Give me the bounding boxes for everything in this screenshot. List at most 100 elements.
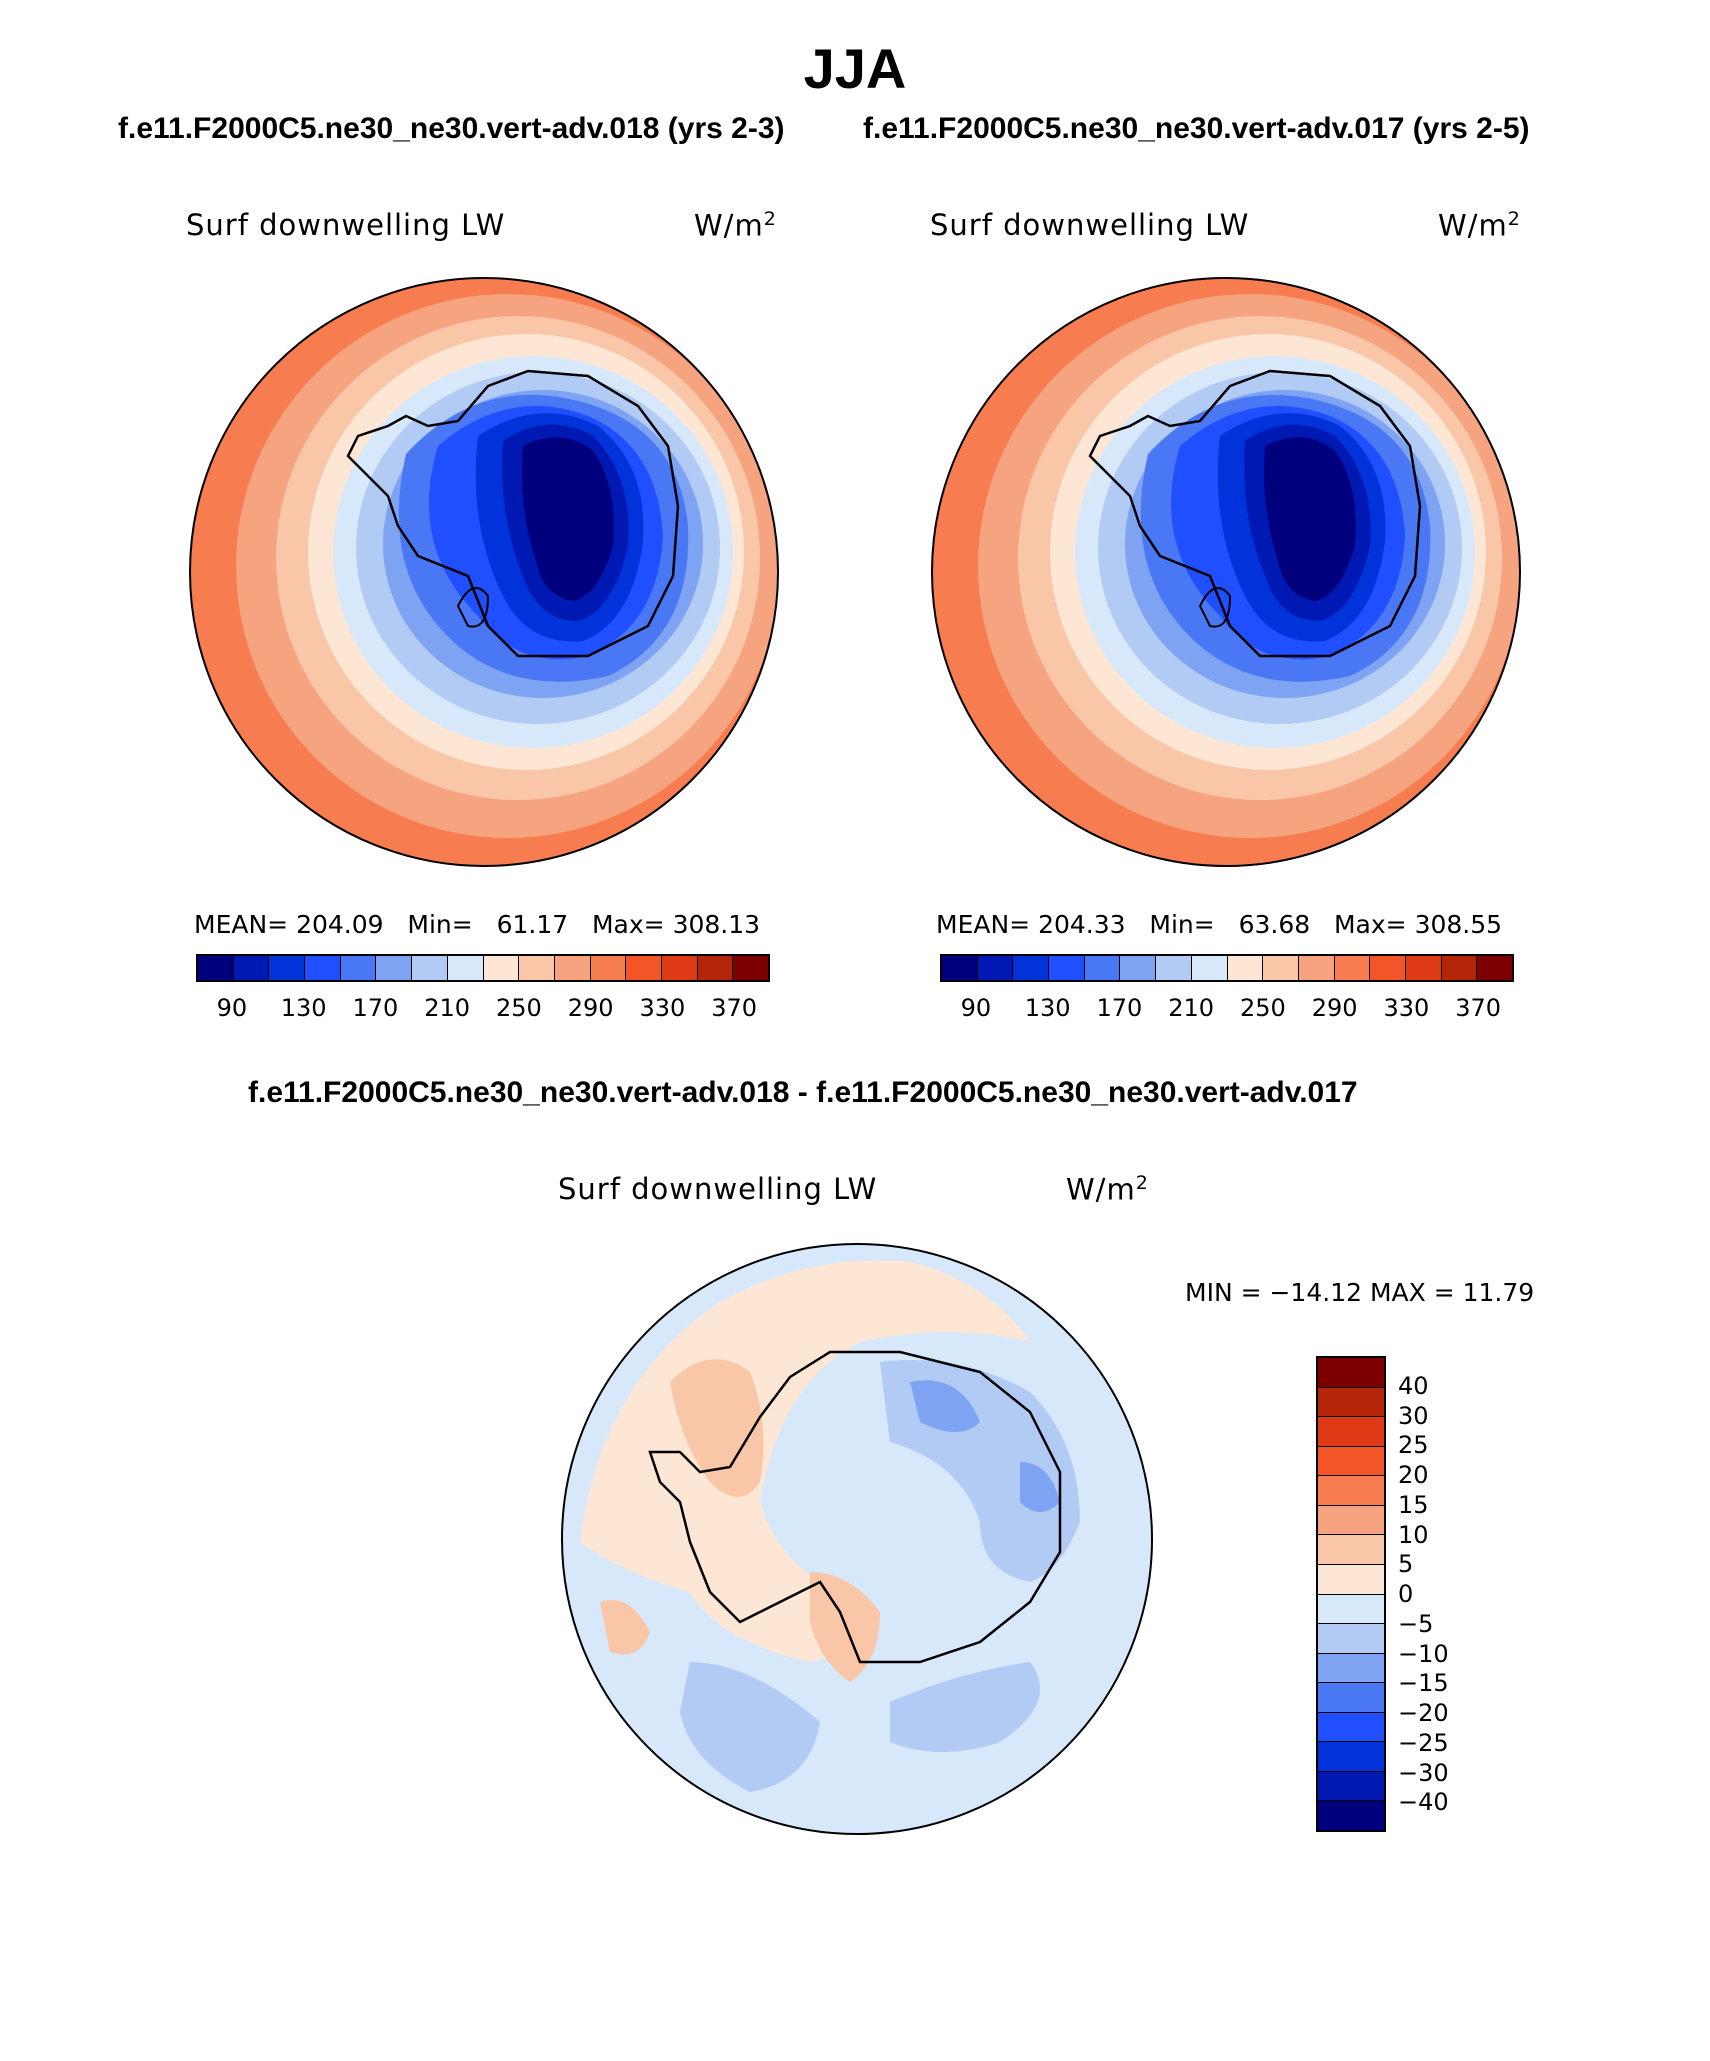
colorbar-tick-label: 15 xyxy=(1398,1490,1429,1519)
colorbar-swatch xyxy=(1318,1683,1384,1713)
colorbar-swatch xyxy=(697,956,734,980)
colorbar-swatch xyxy=(1318,1712,1384,1743)
diff-colorbar-ticks: 40 30 25 20 15 10 5 0 −5 −10 −15 −20 −25 −30 −40 xyxy=(1398,1356,1498,1832)
colorbar-tick-label: 90 xyxy=(216,994,248,1022)
diff-title: f.e11.F2000C5.ne30_ne30.vert-adv.018 - f… xyxy=(248,1076,1358,1109)
colorbar-swatch xyxy=(942,956,978,980)
colorbar-swatch xyxy=(1156,956,1192,980)
colorbar-swatch xyxy=(1441,956,1478,980)
colorbar-swatch xyxy=(1318,1358,1384,1388)
colorbar-swatch xyxy=(1318,1594,1384,1625)
colorbar-swatch xyxy=(1477,956,1512,980)
colorbar-tick-label: 20 xyxy=(1398,1461,1429,1489)
colorbar-swatch xyxy=(733,956,768,980)
colorbar-swatch xyxy=(340,956,377,980)
colorbar-tick-label: 10 xyxy=(1398,1520,1429,1549)
colorbar-tick-label: −5 xyxy=(1398,1609,1434,1638)
colorbar-tick-label: 290 xyxy=(567,994,614,1022)
colorbar-swatch xyxy=(483,956,520,980)
colorbar-swatch xyxy=(198,956,234,980)
colorbar-tick-label: 25 xyxy=(1398,1431,1429,1460)
colorbar-swatch xyxy=(1120,956,1157,980)
colorbar-swatch xyxy=(1318,1742,1384,1772)
left-stats: MEAN= 204.09 Min= 61.17 Max= 308.13 xyxy=(194,910,761,939)
colorbar-swatch xyxy=(1191,956,1228,980)
colorbar-tick-label: 210 xyxy=(1168,994,1215,1022)
colorbar-tick-label: 370 xyxy=(1455,994,1502,1022)
colorbar-swatch xyxy=(376,956,413,980)
colorbar-tick-label: −10 xyxy=(1398,1639,1449,1668)
right-colorbar xyxy=(940,954,1514,982)
left-case-title: f.e11.F2000C5.ne30_ne30.vert-adv.018 (yr… xyxy=(118,112,785,145)
colorbar-tick-label: −15 xyxy=(1398,1669,1449,1698)
colorbar-tick-label: 130 xyxy=(1024,994,1071,1022)
colorbar-swatch xyxy=(269,956,306,980)
colorbar-swatch xyxy=(1049,956,1085,980)
colorbar-tick-label: −40 xyxy=(1398,1788,1449,1817)
figure-title: JJA xyxy=(803,37,907,100)
colorbar-swatch xyxy=(1318,1476,1384,1506)
colorbar-swatch xyxy=(1318,1801,1384,1830)
colorbar-swatch xyxy=(661,956,698,980)
colorbar-swatch xyxy=(977,956,1014,980)
colorbar-swatch xyxy=(1318,1771,1384,1802)
right-colorbar-ticks: 90 130 170 210 250 290 330 370 xyxy=(940,994,1514,1024)
left-polar-map xyxy=(189,277,779,867)
colorbar-swatch xyxy=(1334,956,1371,980)
right-units-label: W/m2 xyxy=(1438,208,1521,243)
colorbar-tick-label: 170 xyxy=(352,994,399,1022)
colorbar-swatch xyxy=(233,956,270,980)
colorbar-swatch xyxy=(447,956,484,980)
colorbar-swatch xyxy=(1298,956,1335,980)
left-units-label: W/m2 xyxy=(694,208,777,243)
colorbar-swatch xyxy=(1227,956,1264,980)
colorbar-swatch xyxy=(1318,1505,1384,1536)
right-polar-map xyxy=(931,277,1521,867)
colorbar-swatch xyxy=(305,956,341,980)
colorbar-tick-label: 250 xyxy=(495,994,542,1022)
colorbar-swatch xyxy=(519,956,555,980)
colorbar-tick-label: 5 xyxy=(1398,1550,1414,1579)
colorbar-swatch xyxy=(1318,1653,1384,1684)
colorbar-swatch xyxy=(590,956,627,980)
colorbar-swatch xyxy=(1084,956,1121,980)
left-colorbar-ticks: 90 130 170 210 250 290 330 370 xyxy=(196,994,770,1024)
colorbar-swatch xyxy=(1370,956,1406,980)
colorbar-tick-label: −25 xyxy=(1398,1728,1449,1757)
colorbar-swatch xyxy=(1318,1535,1384,1565)
colorbar-tick-label: 370 xyxy=(711,994,758,1022)
diff-minmax: MIN = −14.12 MAX = 11.79 xyxy=(1185,1278,1535,1307)
colorbar-swatch xyxy=(1318,1624,1384,1654)
right-stats: MEAN= 204.33 Min= 63.68 Max= 308.55 xyxy=(936,910,1503,939)
colorbar-swatch xyxy=(1318,1564,1384,1595)
diff-polar-map xyxy=(561,1243,1153,1835)
left-colorbar xyxy=(196,954,770,982)
colorbar-tick-label: 210 xyxy=(424,994,471,1022)
colorbar-swatch xyxy=(1318,1387,1384,1418)
colorbar-swatch xyxy=(1318,1417,1384,1447)
colorbar-tick-label: −30 xyxy=(1398,1758,1449,1787)
colorbar-swatch xyxy=(412,956,448,980)
colorbar-tick-label: 170 xyxy=(1096,994,1143,1022)
colorbar-swatch xyxy=(554,956,591,980)
diff-units-label: W/m2 xyxy=(1066,1172,1149,1207)
colorbar-tick-label: −20 xyxy=(1398,1699,1449,1727)
colorbar-tick-label: 290 xyxy=(1311,994,1358,1022)
colorbar-swatch xyxy=(1405,956,1442,980)
right-case-title: f.e11.F2000C5.ne30_ne30.vert-adv.017 (yr… xyxy=(863,112,1530,145)
right-variable-label: Surf downwelling LW xyxy=(930,208,1250,242)
colorbar-swatch xyxy=(1013,956,1050,980)
colorbar-tick-label: 0 xyxy=(1398,1580,1414,1608)
colorbar-tick-label: 30 xyxy=(1398,1401,1429,1430)
diff-colorbar xyxy=(1316,1356,1386,1832)
colorbar-tick-label: 130 xyxy=(280,994,327,1022)
colorbar-swatch xyxy=(626,956,662,980)
colorbar-tick-label: 330 xyxy=(1383,994,1430,1022)
colorbar-swatch xyxy=(1318,1446,1384,1477)
diff-variable-label: Surf downwelling LW xyxy=(558,1172,878,1206)
colorbar-tick-label: 40 xyxy=(1398,1371,1429,1400)
colorbar-tick-label: 250 xyxy=(1239,994,1286,1022)
left-variable-label: Surf downwelling LW xyxy=(186,208,506,242)
colorbar-tick-label: 90 xyxy=(960,994,992,1022)
colorbar-tick-label: 330 xyxy=(639,994,686,1022)
